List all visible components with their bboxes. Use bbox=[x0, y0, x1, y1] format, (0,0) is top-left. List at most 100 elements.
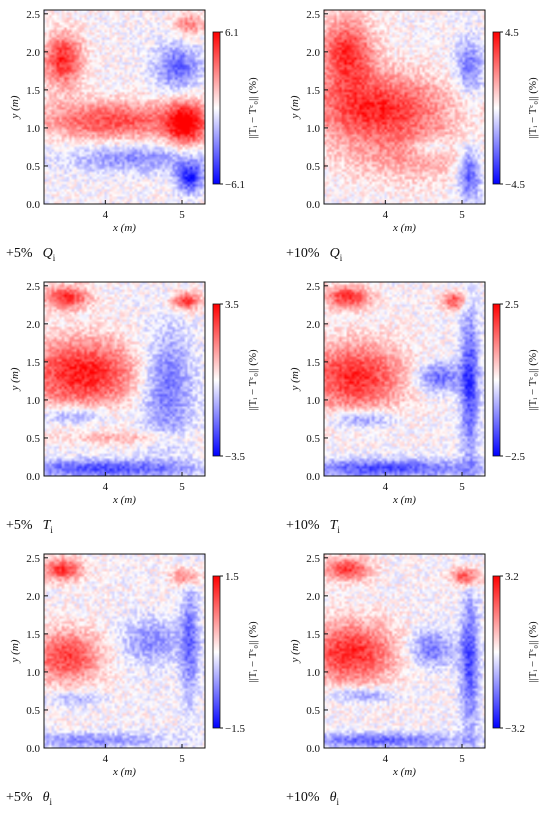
y-tick-label: 0.0 bbox=[26, 743, 40, 755]
y-axis-label: y (m) bbox=[9, 367, 21, 391]
caption-subscript: i bbox=[49, 796, 52, 807]
x-axis-label: x (m) bbox=[112, 494, 136, 506]
y-tick-label: 1.5 bbox=[306, 85, 320, 97]
caption-percent: +5% bbox=[6, 246, 33, 261]
y-tick-label: 0.5 bbox=[306, 705, 320, 717]
heatmap-panel-q-5: 0.0 0.5 1.0 1.5 2.0 2.5 4 5 x (m) y (m) 6.1 −6.1 ||T… bbox=[0, 0, 270, 240]
colorbar bbox=[212, 31, 221, 185]
plot-frame bbox=[323, 553, 486, 749]
heatmap-svg: 0.0 0.5 1.0 1.5 2.0 2.5 4 5 x (m) y (m) 3.5 −3.5 ||T… bbox=[9, 281, 259, 506]
y-axis-label: y (m) bbox=[289, 367, 301, 391]
colorbar-max-label: 1.5 bbox=[225, 571, 239, 583]
heatmap-panel-theta-10: 0.0 0.5 1.0 1.5 2.0 2.5 4 5 x (m) y (m) 3.2 −3.2 ||T… bbox=[280, 544, 550, 784]
caption-subscript: i bbox=[52, 252, 56, 263]
caption-subscript: i bbox=[50, 524, 53, 535]
y-tick-label: 2.5 bbox=[26, 553, 40, 565]
plot-frame bbox=[43, 9, 206, 205]
x-tick-label: 4 bbox=[103, 481, 109, 493]
heatmap-svg: 0.0 0.5 1.0 1.5 2.0 2.5 4 5 x (m) y (m) 4.5 −4.5 ||T… bbox=[289, 9, 539, 234]
heatmap-cells bbox=[324, 10, 485, 204]
y-tick-label: 2.5 bbox=[26, 9, 40, 21]
caption-q-10: +10% Qi bbox=[286, 246, 342, 263]
caption-percent: +5% bbox=[6, 790, 33, 805]
colorbar-max-label: 6.1 bbox=[225, 27, 239, 39]
x-tick-label: 4 bbox=[103, 753, 109, 765]
colorbar-label: ||Tᵢ − Tᶜ₀|| (%) bbox=[247, 77, 259, 139]
y-tick-label: 0.0 bbox=[26, 199, 40, 211]
y-axis-label: y (m) bbox=[289, 95, 301, 119]
y-tick-label: 0.0 bbox=[306, 471, 320, 483]
colorbar bbox=[492, 575, 501, 729]
colorbar-max-label: 3.2 bbox=[505, 571, 519, 583]
heatmap-panel-t-5: 0.0 0.5 1.0 1.5 2.0 2.5 4 5 x (m) y (m) 3.5 −3.5 ||T… bbox=[0, 272, 270, 512]
y-tick-label: 0.0 bbox=[306, 199, 320, 211]
plot-frame bbox=[43, 553, 206, 749]
colorbar bbox=[492, 31, 501, 185]
heatmap-cells bbox=[324, 282, 485, 476]
colorbar-min-label: −6.1 bbox=[225, 179, 245, 191]
x-axis-label: x (m) bbox=[392, 494, 416, 506]
x-tick-label: 5 bbox=[459, 753, 465, 765]
caption-percent: +10% bbox=[286, 518, 320, 533]
heatmap-svg: 0.0 0.5 1.0 1.5 2.0 2.5 4 5 x (m) y (m) 3.2 −3.2 ||T… bbox=[289, 553, 539, 778]
y-tick-label: 1.5 bbox=[26, 85, 40, 97]
caption-percent: +10% bbox=[286, 246, 320, 261]
y-tick-label: 0.5 bbox=[306, 161, 320, 173]
caption-symbol: T bbox=[329, 518, 338, 533]
caption-q-5: +5% Qi bbox=[6, 246, 55, 263]
y-tick-label: 0.5 bbox=[26, 161, 40, 173]
colorbar-label: ||Tᵢ − Tᶜ₀|| (%) bbox=[247, 621, 259, 683]
caption-symbol: θ bbox=[42, 790, 50, 805]
caption-subscript: i bbox=[339, 252, 343, 263]
y-tick-label: 2.0 bbox=[26, 319, 40, 331]
y-tick-label: 0.0 bbox=[306, 743, 320, 755]
caption-subscript: i bbox=[336, 796, 339, 807]
heatmap-panel-theta-5: 0.0 0.5 1.0 1.5 2.0 2.5 4 5 x (m) y (m) 1.5 −1.5 ||T… bbox=[0, 544, 270, 784]
y-tick-label: 1.5 bbox=[306, 357, 320, 369]
y-tick-label: 2.0 bbox=[26, 591, 40, 603]
colorbar-min-label: −4.5 bbox=[505, 179, 525, 191]
caption-theta-10: +10% θi bbox=[286, 790, 339, 807]
x-axis-label: x (m) bbox=[112, 222, 136, 234]
colorbar-label: ||Tᵢ − Tᶜ₀|| (%) bbox=[527, 621, 539, 683]
x-axis-label: x (m) bbox=[392, 222, 416, 234]
plot-frame bbox=[323, 281, 486, 477]
colorbar-label: ||Tᵢ − Tᶜ₀|| (%) bbox=[527, 349, 539, 411]
y-tick-label: 1.0 bbox=[26, 667, 40, 679]
y-axis-label: y (m) bbox=[9, 639, 21, 663]
caption-t-5: +5% Ti bbox=[6, 518, 53, 535]
y-axis-label: y (m) bbox=[289, 639, 301, 663]
y-tick-label: 2.0 bbox=[306, 319, 320, 331]
x-tick-label: 4 bbox=[383, 209, 389, 221]
x-tick-label: 5 bbox=[179, 753, 185, 765]
caption-symbol: Q bbox=[42, 246, 53, 261]
x-tick-label: 4 bbox=[103, 209, 109, 221]
colorbar-label: ||Tᵢ − Tᶜ₀|| (%) bbox=[527, 77, 539, 139]
y-tick-label: 1.5 bbox=[26, 357, 40, 369]
caption-percent: +10% bbox=[286, 790, 320, 805]
caption-symbol: θ bbox=[329, 790, 337, 805]
y-tick-label: 1.0 bbox=[306, 123, 320, 135]
y-tick-label: 1.5 bbox=[26, 629, 40, 641]
plot-frame bbox=[323, 9, 486, 205]
y-tick-label: 0.5 bbox=[26, 705, 40, 717]
y-tick-label: 2.5 bbox=[306, 281, 320, 293]
x-tick-label: 5 bbox=[179, 209, 185, 221]
y-tick-label: 2.5 bbox=[26, 281, 40, 293]
colorbar bbox=[212, 303, 221, 457]
x-tick-label: 5 bbox=[459, 481, 465, 493]
y-tick-label: 2.0 bbox=[306, 591, 320, 603]
y-tick-label: 2.0 bbox=[306, 47, 320, 59]
x-tick-label: 4 bbox=[383, 481, 389, 493]
colorbar-max-label: 3.5 bbox=[225, 299, 239, 311]
heatmap-cells bbox=[324, 554, 485, 748]
heatmap-svg: 0.0 0.5 1.0 1.5 2.0 2.5 4 5 x (m) y (m) 2.5 −2.5 ||T… bbox=[289, 281, 539, 506]
x-tick-label: 5 bbox=[179, 481, 185, 493]
x-axis-label: x (m) bbox=[112, 766, 136, 778]
caption-symbol: Q bbox=[329, 246, 340, 261]
colorbar-min-label: −3.2 bbox=[505, 723, 525, 735]
plot-frame bbox=[43, 281, 206, 477]
caption-symbol: T bbox=[42, 518, 51, 533]
colorbar-max-label: 2.5 bbox=[505, 299, 519, 311]
y-tick-label: 0.5 bbox=[306, 433, 320, 445]
